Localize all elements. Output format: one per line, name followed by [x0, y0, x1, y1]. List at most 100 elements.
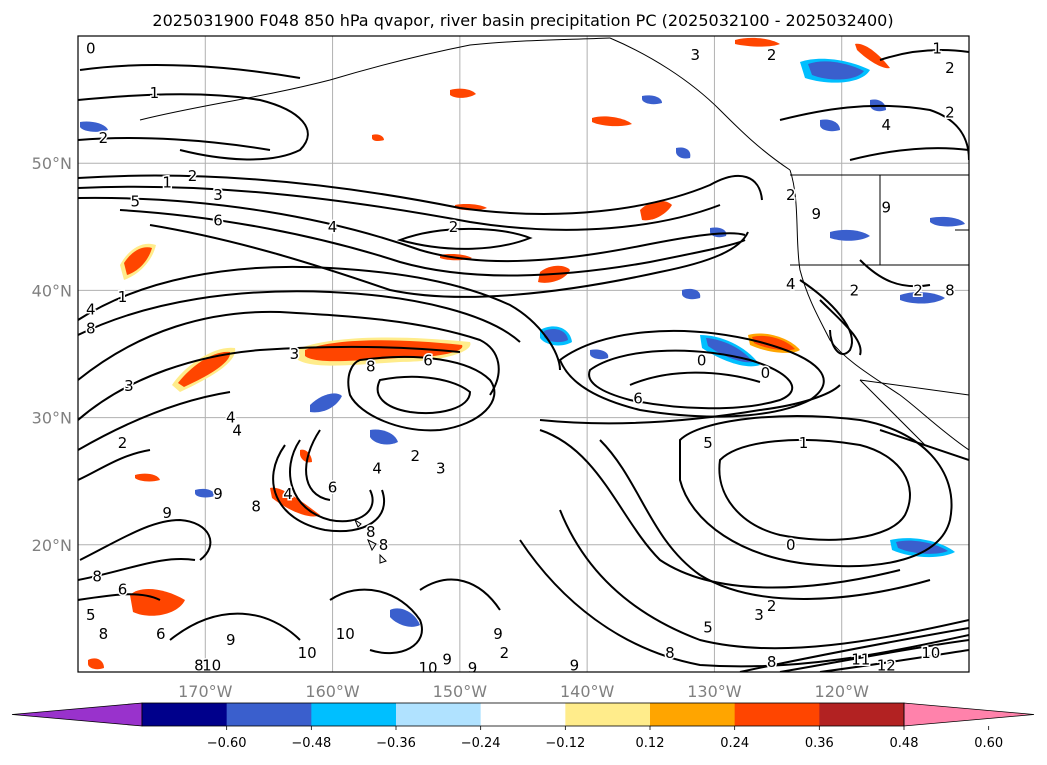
contour-label: 2 [500, 644, 510, 662]
contour-label: 0 [786, 536, 796, 554]
positive-patch [124, 247, 152, 275]
contour-line [305, 429, 331, 501]
contour-label: 3 [213, 186, 223, 204]
contour-line [739, 627, 969, 672]
contour-label: 6 [118, 580, 128, 598]
colorbar-tick-label: 0.60 [974, 736, 1003, 751]
colorbar-tick-label: 0.12 [636, 736, 665, 751]
colorbar-tick-label: 0.24 [720, 736, 749, 751]
contour-label: 2 [850, 281, 860, 299]
contour-label: 5 [703, 618, 713, 636]
contour-line [119, 209, 746, 277]
contour-label: 9 [811, 205, 821, 223]
contour-label: 2 [99, 129, 109, 147]
alaska-coast [139, 37, 611, 121]
negative-patch [544, 329, 568, 343]
contour-line [396, 227, 533, 250]
contour-line [78, 196, 746, 262]
contour-label: 6 [633, 390, 643, 408]
colorbar-extend-high [903, 702, 1035, 727]
contour-label: 10 [336, 625, 355, 643]
contour-line [629, 371, 761, 386]
negative-patch [930, 216, 965, 227]
contour-label: 1 [799, 434, 809, 452]
contour-line [289, 439, 374, 523]
contour-label: 2 [945, 103, 955, 121]
contour-label: 2 [411, 447, 421, 465]
contour-line [799, 279, 853, 356]
baja-coast [859, 379, 926, 446]
contour-label: 8 [99, 625, 109, 643]
contour-line [79, 63, 301, 79]
contour-label: 10 [921, 644, 940, 662]
contour-line [78, 310, 500, 396]
contour-line [779, 104, 969, 161]
negative-patch [820, 119, 840, 132]
coastlines [139, 37, 969, 564]
contour-line [78, 449, 151, 481]
colorbar-tick-label: 0.36 [805, 736, 834, 751]
contour-label: 4 [226, 409, 236, 427]
colorbar-segment [819, 703, 905, 726]
contour-label: 5 [131, 192, 141, 210]
contour-label: 2 [786, 186, 796, 204]
negative-patch [195, 488, 215, 498]
latitude-label: 40°N [32, 281, 72, 300]
contour-label: 6 [423, 351, 433, 369]
negative-patch [80, 121, 108, 132]
hawaii-islands [353, 518, 387, 564]
contour-label: 8 [86, 320, 96, 338]
positive-patch [300, 449, 312, 463]
negative-patch [896, 540, 948, 554]
contour-label: 5 [86, 606, 96, 624]
contour-line [272, 444, 385, 533]
contour-label: 4 [86, 300, 96, 318]
contour-line [78, 185, 721, 231]
contour-label: 9 [570, 657, 580, 675]
contour-label: 6 [213, 211, 223, 229]
positive-patch [135, 473, 160, 482]
contour-line [78, 137, 271, 151]
contour-label: 3 [290, 345, 300, 363]
contour-label: 2 [449, 218, 459, 236]
contour-label: 11 [851, 650, 870, 668]
contour-label: 0 [697, 351, 707, 369]
negative-patch [310, 393, 342, 413]
contour-label: 4 [232, 421, 242, 439]
negative-patch [390, 608, 420, 627]
negative-patch [900, 292, 945, 304]
contour-label: 8 [379, 536, 389, 554]
contour-line [718, 439, 911, 541]
contour-label: 8 [92, 568, 102, 586]
contour-label: 10 [298, 644, 317, 662]
contour-label: 9 [162, 504, 172, 522]
contour-label: 8 [366, 358, 376, 376]
contour-label: 4 [372, 459, 382, 477]
contour-label: 9 [213, 485, 223, 503]
colorbar-segment [396, 703, 482, 726]
contour-label: 4 [283, 485, 293, 503]
negative-patch [706, 338, 753, 363]
contour-label: 9 [226, 631, 236, 649]
colorbar-segment [650, 703, 736, 726]
contour-line [347, 355, 496, 432]
negative-patch [642, 95, 662, 105]
contour-line [588, 349, 794, 410]
contour-label: 0 [761, 364, 771, 382]
negative-patch [808, 61, 864, 80]
contour-line [819, 299, 862, 356]
negative-patch [676, 147, 691, 159]
contour-line [376, 375, 472, 414]
positive-patch [640, 200, 672, 221]
contour-line [519, 539, 969, 668]
positive-patch [855, 43, 890, 69]
colorbar-segment [226, 703, 312, 726]
contour-label: 2 [118, 434, 128, 452]
contour-label: 6 [328, 479, 338, 497]
contour-line [329, 588, 423, 655]
contour-line [79, 518, 212, 561]
longitude-label: 140°W [560, 682, 615, 701]
contour-label: 12 [877, 657, 896, 675]
